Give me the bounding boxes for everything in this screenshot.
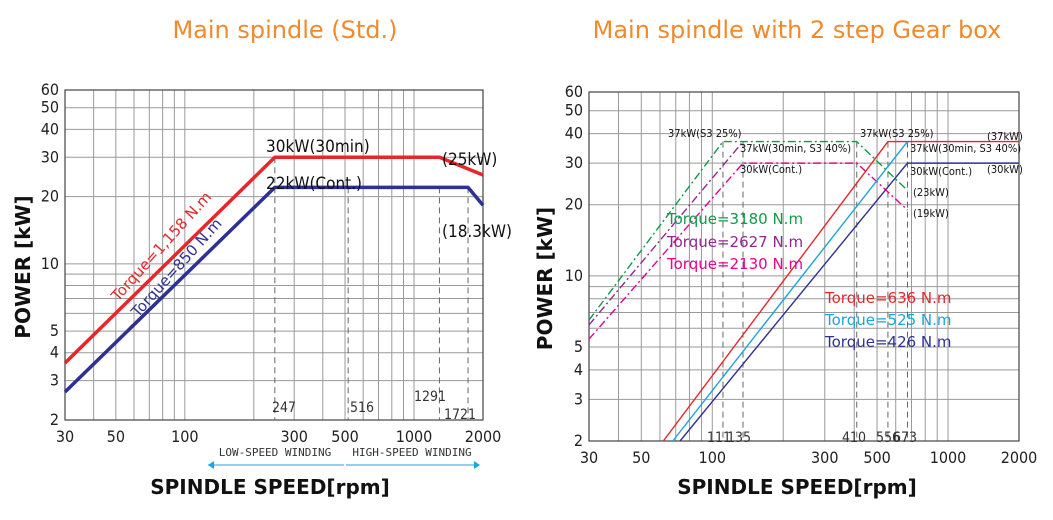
series-line-2 [588, 141, 744, 326]
y-tick-label: 20 [41, 187, 59, 206]
x-axis-label: SPINDLE SPEED[rpm] [677, 475, 917, 499]
series-line-3 [588, 162, 908, 340]
y-tick-label: 10 [41, 254, 59, 273]
annotation-a1: 37kW(S3 25%) [668, 127, 742, 140]
y-tick-label: 50 [565, 101, 583, 120]
chart-title: Main spindle (Std.) [172, 16, 397, 44]
y-tick-label: 20 [565, 195, 583, 214]
end-top-label: (25kW) [442, 150, 497, 170]
arrow-right-icon [474, 461, 480, 469]
chart2-annotations: 37kW(S3 25%) 37kW(30min, S3 40%) 30kW(Cont… [666, 127, 1023, 446]
y-tick-label: 10 [565, 266, 583, 285]
series-label-3: Torque=2130 N.m [666, 255, 803, 273]
annotation-a6: 30kW(Cont.) [910, 165, 972, 178]
x-tick-label: 50 [632, 448, 650, 467]
annotation-a10: (19kW) [913, 207, 949, 220]
series-line-1 [588, 140, 908, 321]
power-top-label: 30kW(30min) [266, 137, 370, 157]
y-tick-label: 2 [50, 410, 59, 429]
x-tick-label: 30 [56, 427, 74, 446]
low-winding-label: LOW-SPEED WINDING [219, 446, 332, 459]
y-tick-label: 2 [574, 431, 583, 450]
y-tick-label: 4 [50, 343, 59, 362]
y-axis-label: POWER [kW] [533, 207, 557, 350]
x-tick-label: 1000 [396, 427, 433, 446]
annotation-a7: (37kW) [987, 130, 1023, 143]
chart-panel-1: Main spindle (Std.) 30 50 100 300 500 1000 2000… [11, 16, 501, 499]
annotation-a5: 37kW(30min, S3 40%) [910, 142, 1021, 155]
series-line-6 [679, 162, 1019, 442]
x-tick-label: 300 [811, 448, 838, 467]
annotation-a8: (30kW) [987, 163, 1023, 176]
end-bottom-label: (18.3kW) [442, 222, 512, 242]
x-tick-label: 300 [280, 427, 307, 446]
rpm-marker-label: 673 [893, 430, 917, 446]
series-line-5 [672, 141, 909, 442]
x-tick-label: 30 [580, 448, 598, 467]
series-label-6: Torque=426 N.m [824, 333, 952, 351]
series-line-2 [63, 185, 485, 394]
x-tick-label: 500 [863, 448, 890, 467]
x-tick-label: 100 [699, 448, 726, 467]
x-tick-label: 1000 [930, 448, 967, 467]
series-line-4 [662, 140, 1019, 442]
x-tick-label: 2000 [1001, 448, 1038, 467]
annotation-a2: 37kW(30min, S3 40%) [740, 142, 851, 155]
rpm-marker-label: 135 [727, 430, 751, 446]
x-tick-label: 2000 [465, 427, 502, 446]
y-tick-label: 60 [41, 80, 59, 99]
y-axis-label: POWER [kW] [11, 195, 35, 338]
high-winding-label: HIGH-SPEED WINDING [352, 446, 471, 459]
rpm-marker-label: 111 [707, 430, 731, 446]
chart-panel-2: Main spindle with 2 step Gear box 30 50 100… [533, 16, 1037, 499]
plot-frame [64, 89, 484, 421]
y-tick-label: 40 [565, 124, 583, 143]
rpm-marker-label: 556 [876, 430, 900, 446]
series-label-5: Torque=525 N.m [824, 311, 952, 329]
rpm-marker-label: 247 [272, 400, 296, 416]
rpm-marker-label: 516 [350, 400, 374, 416]
y-tick-label: 50 [41, 98, 59, 117]
annotation-a3: 30kW(Cont.) [740, 163, 802, 176]
x-tick-label: 100 [171, 427, 198, 446]
y-tick-label: 3 [574, 389, 583, 408]
series-label-2: Torque=2627 N.m [666, 233, 803, 251]
series-label-1: Torque=3180 N.m [666, 210, 803, 228]
x-tick-label: 500 [331, 427, 358, 446]
x-axis-label: SPINDLE SPEED[rpm] [150, 475, 390, 499]
annotation-a4: 37kW(S3 25%) [860, 127, 934, 140]
x-tick-label: 50 [107, 427, 125, 446]
y-tick-label: 40 [41, 119, 59, 138]
y-tick-label: 5 [50, 321, 59, 340]
series-line-1 [63, 155, 484, 365]
series-label-4: Torque=636 N.m [824, 289, 952, 307]
plot-frame [588, 91, 1020, 442]
annotation-a9: (23kW) [913, 186, 949, 199]
y-tick-label: 5 [574, 337, 583, 356]
rpm-marker-label: 1721 [444, 407, 476, 423]
power-cont-label: 22kW(Cont.) [266, 174, 362, 194]
y-tick-label: 30 [41, 147, 59, 166]
chart-title: Main spindle with 2 step Gear box [593, 16, 1002, 44]
arrow-left-icon [208, 461, 214, 469]
y-tick-label: 60 [565, 82, 583, 101]
rpm-marker-label: 1291 [414, 389, 446, 405]
y-tick-label: 30 [565, 153, 583, 172]
rpm-marker-label: 410 [842, 430, 866, 446]
y-tick-label: 4 [574, 360, 583, 379]
y-tick-label: 3 [50, 371, 59, 390]
